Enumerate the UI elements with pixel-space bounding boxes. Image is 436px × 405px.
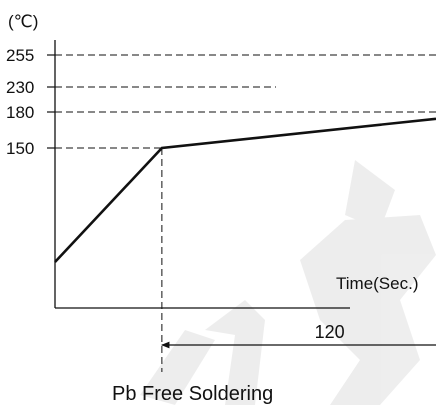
y-axis-label: (℃) (8, 12, 38, 31)
axes (54, 40, 350, 309)
series-layer (54, 117, 436, 263)
y-tick-label-180: 180 (6, 103, 34, 122)
interval-label-120: 120 (315, 322, 345, 342)
y-tick-label-150: 150 (6, 139, 34, 158)
y-tick-labels: 255 230 180 150 (6, 46, 55, 158)
x-axis-label: Time(Sec.) (336, 274, 419, 293)
interval-annotations: 12040 (161, 322, 436, 349)
guide-lines (55, 54, 436, 372)
y-tick-label-230: 230 (6, 78, 34, 97)
series-line (54, 117, 436, 263)
watermark-image (140, 160, 436, 405)
chart-title: Pb Free Soldering (112, 383, 273, 405)
y-tick-label-255: 255 (6, 46, 34, 65)
